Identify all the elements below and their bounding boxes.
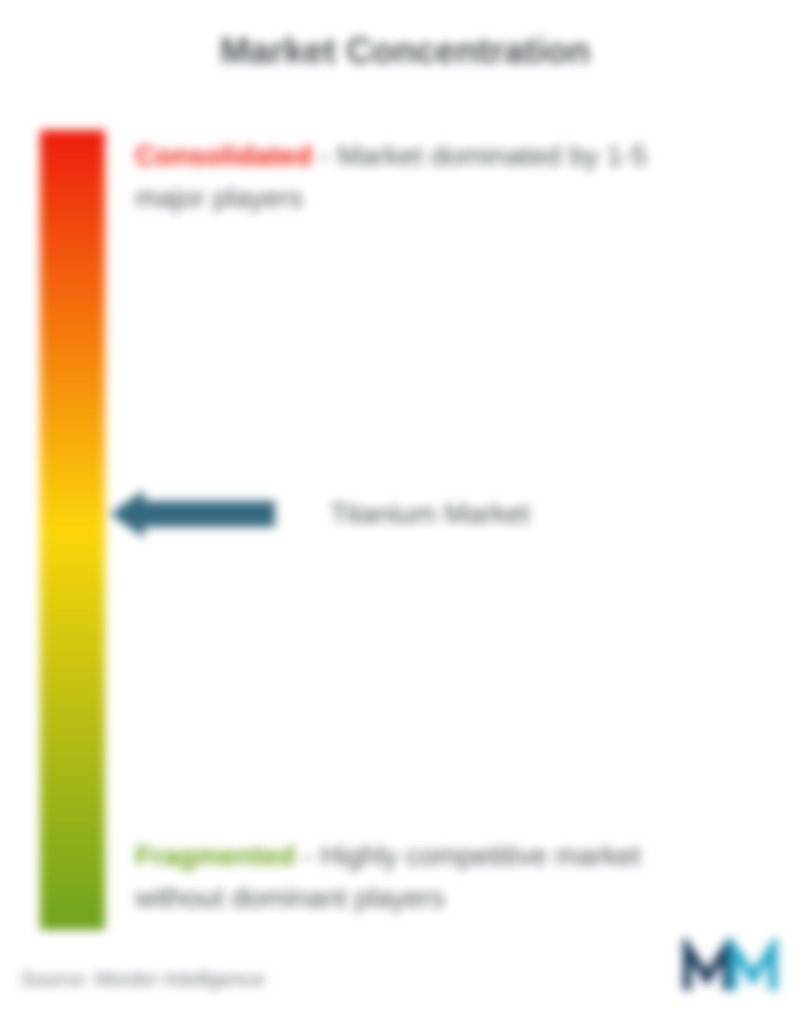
fragmented-label: Fragmented - Highly competitive market w…	[135, 835, 735, 919]
source-attribution: Source: Mordor Intelligence	[20, 969, 265, 992]
market-pointer-row: Titanium Market	[110, 490, 530, 538]
concentration-gradient-bar	[40, 130, 105, 930]
market-name: Titanium Market	[330, 498, 530, 530]
fragmented-highlight: Fragmented	[135, 840, 295, 871]
consolidated-highlight: Consolidated	[135, 140, 312, 171]
chart-title: Market Concentration	[0, 30, 810, 72]
consolidated-label: Consolidated - Market dominated by 1-5 m…	[135, 135, 695, 219]
pointer-arrow-icon	[110, 490, 275, 538]
brand-logo-icon	[683, 938, 778, 1000]
